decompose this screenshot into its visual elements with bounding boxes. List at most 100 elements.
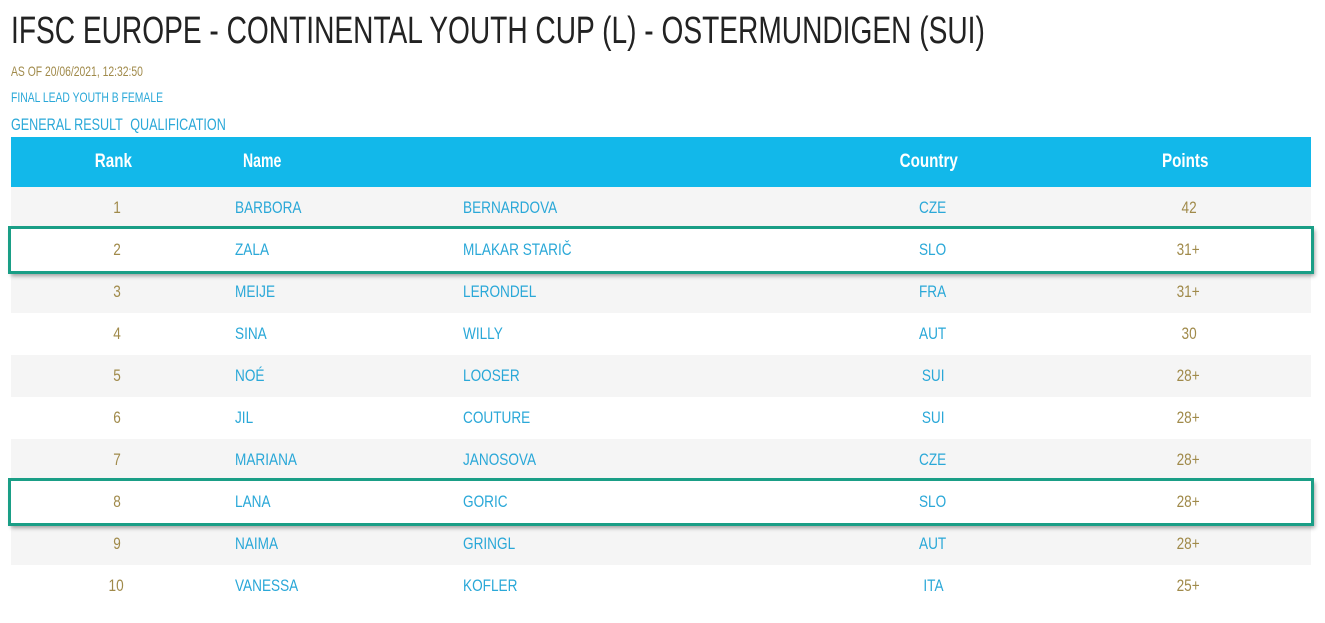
last-name-text: COUTURE [463, 408, 531, 427]
rank: 8 [113, 481, 127, 523]
rank: 7 [113, 439, 127, 481]
rank-text: 4 [113, 324, 121, 343]
result-links: GENERAL RESULT QUALIFICATION [11, 115, 321, 135]
last-name-text: LERONDEL [463, 282, 537, 301]
country: SUI [922, 397, 964, 439]
result-row: 1 BARBORA BERNARDOVA CZE 42 [11, 187, 1311, 229]
last-name-text: KOFLER [463, 576, 518, 595]
rank: 3 [113, 271, 127, 313]
last-name: MLAKAR STARIČ [463, 229, 599, 271]
country-text: AUT [919, 534, 947, 553]
points: 42 [1182, 187, 1210, 229]
rank-text: 7 [113, 450, 121, 469]
result-row: 4 SINA WILLY AUT 30 [11, 313, 1311, 355]
country-text: SLO [918, 492, 947, 511]
rank: 2 [113, 229, 127, 271]
country: AUT [919, 313, 970, 355]
first-name-text: LANA [235, 492, 271, 511]
last-name-text: GRINGL [463, 534, 516, 553]
result-row: 9 NAIMA GRINGL AUT 28+ [11, 523, 1311, 565]
country-text: FRA [919, 282, 947, 301]
points: 25+ [1177, 565, 1220, 607]
points-text: 28+ [1176, 450, 1200, 469]
column-header: Points [1161, 151, 1209, 172]
last-name: GRINGL [463, 523, 528, 565]
last-name: LERONDEL [463, 271, 555, 313]
rank-text: 8 [113, 492, 121, 511]
first-name: MARIANA [235, 439, 312, 481]
first-name: NAIMA [235, 523, 289, 565]
result-row: 7 MARIANA JANOSOVA CZE 28+ [11, 439, 1311, 481]
rank-text: 9 [113, 534, 121, 553]
first-name-text: VANESSA [235, 576, 299, 595]
first-name-text: MARIANA [235, 450, 297, 469]
country: CZE [919, 439, 970, 481]
rank-text: 3 [113, 282, 121, 301]
last-name-text: BERNARDOVA [463, 198, 558, 217]
country-text: SUI [921, 408, 945, 427]
first-name-text: JIL [235, 408, 254, 427]
rank: 9 [113, 523, 127, 565]
points-text: 28+ [1176, 408, 1200, 427]
last-name: KOFLER [463, 565, 531, 607]
first-name: VANESSA [235, 565, 314, 607]
points-text: 28+ [1176, 366, 1200, 385]
first-name: NOÉ [235, 355, 272, 397]
first-name-text: ZALA [235, 240, 270, 259]
first-name: LANA [235, 481, 279, 523]
last-name-text: GORIC [463, 492, 508, 511]
points: 28+ [1177, 397, 1220, 439]
first-name: JIL [235, 397, 258, 439]
result-row: 6 JIL COUTURE SUI 28+ [11, 397, 1311, 439]
points: 30 [1182, 313, 1210, 355]
points-text: 25+ [1176, 576, 1200, 595]
country: SLO [919, 481, 970, 523]
link[interactable]: GENERAL RESULT [11, 115, 123, 134]
last-name-text: WILLY [463, 324, 503, 343]
points-text: 30 [1181, 324, 1197, 343]
timestamp: AS OF 20/06/2021, 12:32:50 [11, 63, 143, 79]
country-text: SUI [921, 366, 945, 385]
first-name-text: MEIJE [235, 282, 276, 301]
points: 28+ [1177, 481, 1220, 523]
rank: 1 [113, 187, 127, 229]
points-text: 31+ [1176, 240, 1200, 259]
country: SUI [922, 355, 964, 397]
rank: 5 [113, 355, 127, 397]
first-name-text: NAIMA [235, 534, 279, 553]
first-name-text: BARBORA [235, 198, 302, 217]
first-name: MEIJE [235, 271, 285, 313]
first-name: BARBORA [235, 187, 318, 229]
points-text: 31+ [1176, 282, 1200, 301]
first-name-text: NOÉ [235, 366, 265, 385]
country: ITA [923, 565, 961, 607]
last-name: WILLY [463, 313, 513, 355]
result-row: 10 VANESSA KOFLER ITA 25+ [11, 565, 1311, 607]
country-text: SLO [918, 240, 947, 259]
rank-text: 6 [113, 408, 121, 427]
column-header: Rank [94, 151, 132, 172]
page-title: IFSC EUROPE - CONTINENTAL YOUTH CUP (L) … [11, 10, 985, 52]
result-row: 2 ZALA MLAKAR STARIČ SLO 31+ [11, 229, 1311, 271]
points: 28+ [1177, 523, 1220, 565]
column-header: Name [243, 151, 282, 172]
last-name-text: JANOSOVA [463, 450, 537, 469]
points: 31+ [1177, 271, 1220, 313]
link[interactable]: QUALIFICATION [130, 115, 226, 134]
points-text: 42 [1181, 198, 1197, 217]
last-name: BERNARDOVA [463, 187, 581, 229]
country-text: CZE [919, 450, 947, 469]
last-name: COUTURE [463, 397, 547, 439]
last-name: JANOSOVA [463, 439, 554, 481]
table-header: Rank Name Country Points [11, 137, 1311, 187]
last-name: GORIC [463, 481, 519, 523]
rank: 4 [113, 313, 127, 355]
country: AUT [919, 523, 970, 565]
country-text: ITA [923, 576, 944, 595]
first-name-text: SINA [235, 324, 267, 343]
points-text: 28+ [1176, 492, 1200, 511]
result-row: 8 LANA GORIC SLO 28+ [11, 481, 1311, 523]
rank-text: 1 [113, 198, 121, 217]
column-header: Country [899, 151, 958, 172]
